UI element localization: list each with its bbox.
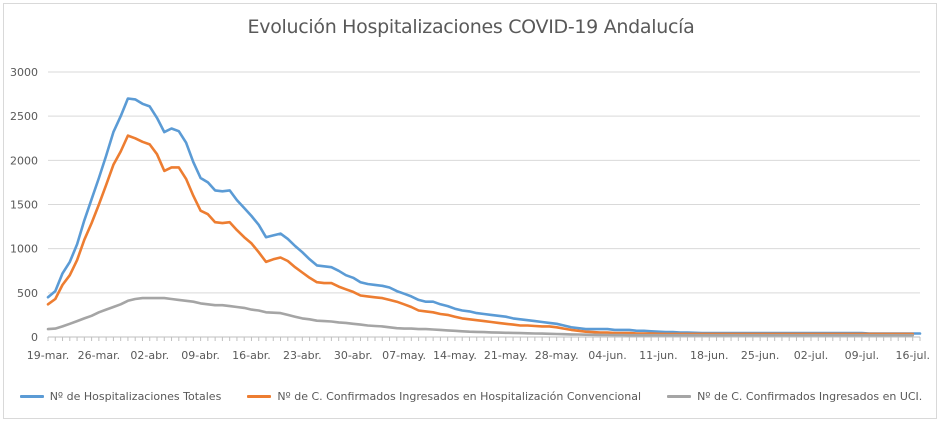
x-tick-label: 19-mar. <box>27 349 69 362</box>
y-axis-labels: 0 500 1000 1500 2000 2500 3000 <box>10 66 38 344</box>
series-line-2 <box>46 296 915 337</box>
legend-label-convencional: Nº de C. Confirmados Ingresados en Hospi… <box>277 389 642 403</box>
legend-item-uci: Nº de C. Confirmados Ingresados en UCI. <box>667 390 922 403</box>
chart-title: Evolución Hospitalizaciones COVID-19 And… <box>247 16 695 38</box>
series-line-1 <box>46 134 915 336</box>
legend-swatch-totales <box>19 394 44 398</box>
x-tick-label: 02-abr. <box>130 349 169 362</box>
y-tick-label: 2000 <box>10 154 38 167</box>
x-tick-label: 11-jun. <box>639 349 677 362</box>
x-tick-label: 21-may. <box>484 349 528 362</box>
y-tick-label: 2500 <box>10 110 38 123</box>
x-tick-label: 09-abr. <box>181 349 220 362</box>
x-tick-label: 02-jul. <box>794 349 829 362</box>
x-axis: 19-mar. 26-mar. 02-abr. 09-abr. 16-abr. 23-ab… <box>27 337 930 362</box>
x-tick-label: 26-mar. <box>78 349 120 362</box>
x-tick-label: 07-may. <box>382 349 426 362</box>
legend-swatch-convencional <box>247 394 272 398</box>
y-tick-label: 500 <box>17 287 38 300</box>
x-tick-label: 04-jun. <box>588 349 626 362</box>
x-tick-label: 30-abr. <box>334 349 373 362</box>
chart-legend: Nº de Hospitalizaciones Totales Nº de C.… <box>0 386 942 406</box>
x-tick-label: 23-abr. <box>283 349 322 362</box>
legend-label-totales: Nº de Hospitalizaciones Totales <box>49 389 222 403</box>
legend-label-uci: Nº de C. Confirmados Ingresados en UCI. <box>697 389 923 403</box>
legend-swatch-uci <box>667 394 692 398</box>
x-tick-label: 18-jun. <box>690 349 728 362</box>
x-tick-label: 16-jul. <box>895 349 930 362</box>
x-tick-label: 25-jun. <box>741 349 779 362</box>
y-tick-label: 3000 <box>10 66 38 79</box>
gridlines <box>48 71 920 338</box>
x-tick-label: 09-jul. <box>845 349 880 362</box>
legend-item-totales: Nº de Hospitalizaciones Totales <box>19 389 222 403</box>
series-line-0 <box>46 97 922 335</box>
y-tick-label: 1000 <box>10 243 38 256</box>
x-tick-label: 28-may. <box>535 349 579 362</box>
y-tick-label: 1500 <box>10 199 38 212</box>
x-tick-label: 14-may. <box>433 349 477 362</box>
series-lines <box>46 97 922 337</box>
x-tick-label: 16-abr. <box>232 349 271 362</box>
y-tick-label: 0 <box>31 331 38 344</box>
legend-item-convencional: Nº de C. Confirmados Ingresados en Hospi… <box>247 390 641 403</box>
